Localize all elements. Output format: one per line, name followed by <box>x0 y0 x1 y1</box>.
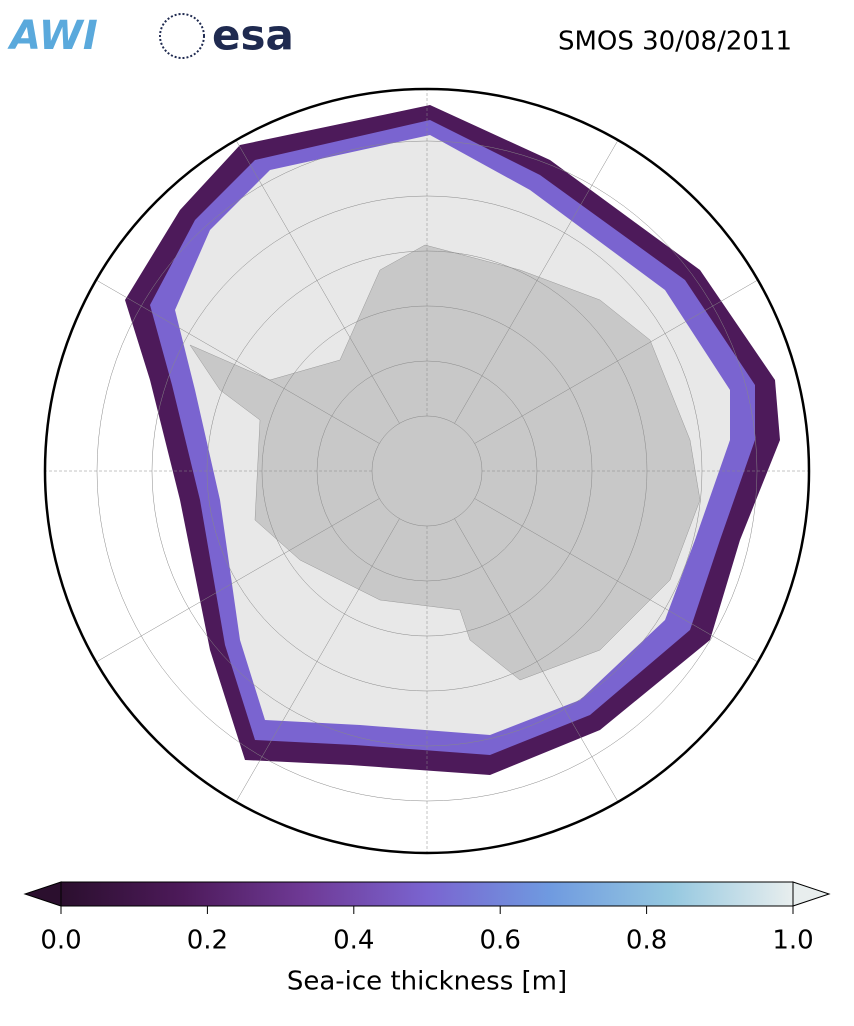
colorbar-tick-label: 0.8 <box>626 926 667 956</box>
colorbar-label: Sea-ice thickness [m] <box>287 967 567 997</box>
colorbar-extend-high <box>792 881 831 907</box>
graticule <box>45 89 809 853</box>
map-border <box>43 87 811 855</box>
meridian <box>89 275 380 444</box>
colorbar <box>60 881 794 907</box>
esa-logo-mark <box>159 13 205 59</box>
map-title: SMOS 30/08/2011 <box>558 27 792 57</box>
esa-logo: esa <box>212 11 294 60</box>
colorbar-tick-label: 1.0 <box>772 926 813 956</box>
map <box>45 89 809 853</box>
meridian <box>231 133 400 424</box>
colorbar-ticks: 0.0 0.2 0.4 0.6 0.8 1.0 <box>40 906 814 956</box>
meridian <box>454 518 623 809</box>
meridian <box>89 498 380 667</box>
meridian <box>474 498 765 667</box>
antarctica <box>189 244 701 681</box>
colorbar-tick-label: 0.4 <box>333 926 374 956</box>
meridian <box>231 518 400 809</box>
colorbar-tick-label: 0.0 <box>40 926 81 956</box>
awi-logo: AWI <box>7 13 98 59</box>
meridian <box>454 133 623 424</box>
colorbar-tick-label: 0.6 <box>480 926 521 956</box>
colorbar-extend-low <box>23 881 62 907</box>
meridian <box>474 275 765 444</box>
colorbar-tick-label: 0.2 <box>187 926 228 956</box>
